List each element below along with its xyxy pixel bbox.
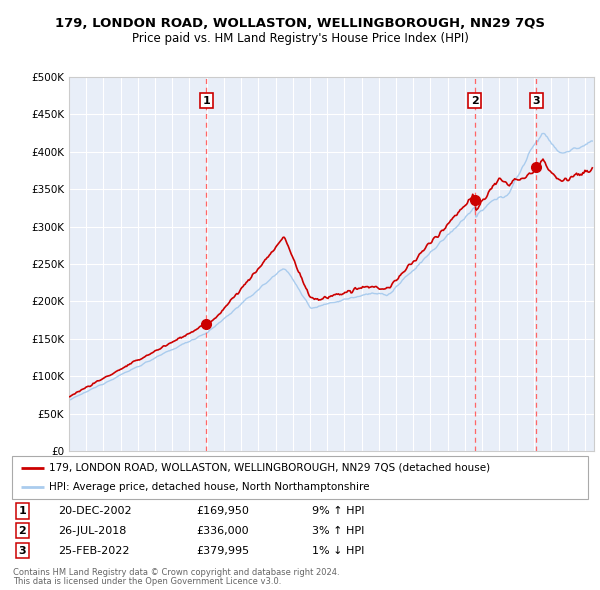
- Text: 26-JUL-2018: 26-JUL-2018: [58, 526, 127, 536]
- Text: 1: 1: [19, 506, 26, 516]
- Text: 2: 2: [19, 526, 26, 536]
- Text: HPI: Average price, detached house, North Northamptonshire: HPI: Average price, detached house, Nort…: [49, 482, 370, 492]
- Text: 179, LONDON ROAD, WOLLASTON, WELLINGBOROUGH, NN29 7QS: 179, LONDON ROAD, WOLLASTON, WELLINGBORO…: [55, 17, 545, 30]
- Text: Contains HM Land Registry data © Crown copyright and database right 2024.: Contains HM Land Registry data © Crown c…: [13, 568, 340, 576]
- Text: 2: 2: [471, 96, 479, 106]
- Text: 1: 1: [202, 96, 210, 106]
- Text: 3: 3: [19, 546, 26, 556]
- Text: 3% ↑ HPI: 3% ↑ HPI: [311, 526, 364, 536]
- Text: 3: 3: [533, 96, 540, 106]
- Text: £336,000: £336,000: [196, 526, 249, 536]
- Text: 1% ↓ HPI: 1% ↓ HPI: [311, 546, 364, 556]
- Text: 20-DEC-2002: 20-DEC-2002: [58, 506, 132, 516]
- Text: 179, LONDON ROAD, WOLLASTON, WELLINGBOROUGH, NN29 7QS (detached house): 179, LONDON ROAD, WOLLASTON, WELLINGBORO…: [49, 463, 491, 473]
- Text: 9% ↑ HPI: 9% ↑ HPI: [311, 506, 364, 516]
- FancyBboxPatch shape: [12, 456, 588, 499]
- Text: This data is licensed under the Open Government Licence v3.0.: This data is licensed under the Open Gov…: [13, 577, 281, 586]
- Text: Price paid vs. HM Land Registry's House Price Index (HPI): Price paid vs. HM Land Registry's House …: [131, 32, 469, 45]
- Text: 25-FEB-2022: 25-FEB-2022: [58, 546, 130, 556]
- Text: £169,950: £169,950: [196, 506, 249, 516]
- Text: £379,995: £379,995: [196, 546, 250, 556]
